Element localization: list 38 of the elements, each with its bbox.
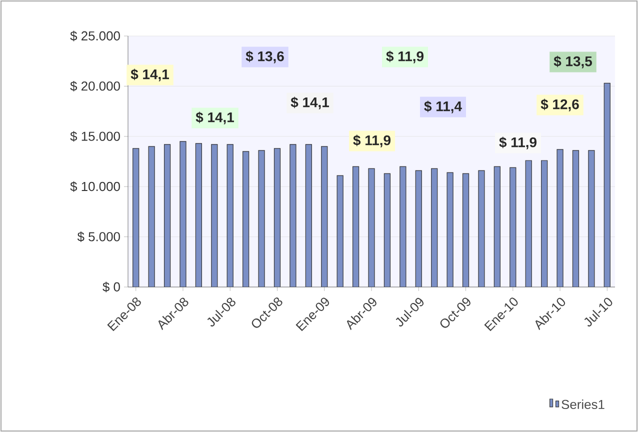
y-tick-label: $ 25.000: [70, 30, 120, 42]
legend-label: Series1: [562, 400, 604, 410]
annotation: $ 14,1: [290, 96, 329, 110]
y-tick-label: $ 20.000: [70, 80, 120, 92]
bar: [352, 166, 360, 287]
bar: [132, 148, 140, 287]
bar: [510, 167, 516, 287]
bar: [211, 144, 218, 287]
y-tick-label: $ 10.000: [70, 181, 120, 192]
bar: [525, 160, 532, 287]
bar: [604, 82, 610, 287]
annotation: $ 11,4: [424, 100, 462, 114]
bar: [494, 166, 500, 287]
annotation: $ 14,1: [196, 112, 234, 124]
bar: [415, 170, 422, 287]
bar: [384, 173, 391, 287]
bar: [462, 173, 470, 287]
bar: [431, 168, 438, 287]
y-tick-label: $ 5.000: [77, 232, 120, 242]
bar: [305, 144, 312, 287]
bar: [321, 146, 328, 287]
bar: [195, 143, 202, 287]
bar: [336, 175, 344, 287]
annotation: $ 11,9: [353, 134, 391, 148]
bar: [242, 151, 250, 287]
bar: [541, 160, 548, 287]
annotation: $ 13,5: [554, 56, 592, 68]
annotation: $ 11,9: [499, 136, 537, 150]
y-tick-label: $ 15.000: [70, 131, 120, 142]
bar: [164, 144, 171, 287]
annotation: $ 14,1: [130, 68, 169, 82]
bar: [274, 148, 281, 287]
bar: [572, 150, 580, 287]
y-tick-label: $ 0: [102, 282, 120, 292]
bar: [226, 144, 234, 287]
annotation: $ 11,9: [386, 50, 424, 64]
annotation: $ 13,6: [246, 50, 284, 64]
annotation: $ 12,6: [540, 98, 579, 112]
